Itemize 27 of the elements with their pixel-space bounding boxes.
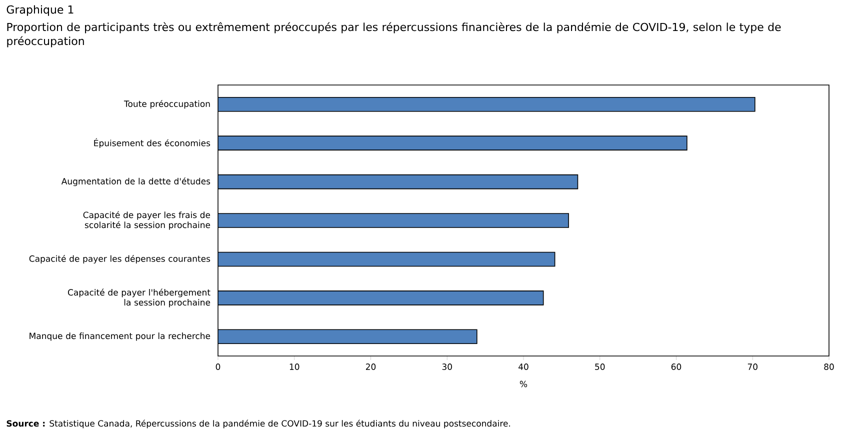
x-tick-label: 20 (366, 364, 376, 370)
y-tick-label: Épuisement des économies (94, 138, 210, 148)
y-tick-label: Capacité de payer l'hébergement la session prochaine (68, 288, 210, 308)
bar (218, 290, 544, 306)
bar (218, 252, 556, 267)
text: Source : Statistique Canada, Répercussions de la pandémie de COVID-19 sur les étudiants du niveau postsecondaire. (6, 420, 510, 428)
x-tick-label: 80 (824, 364, 834, 370)
x-axis-title: % (520, 380, 528, 388)
x-tick-label: 50 (595, 364, 605, 370)
y-tick-label: Manque de financement pour la recherche (30, 332, 210, 341)
y-tick-label: Capacité de payer les frais de scolarité la session prochaine (83, 211, 210, 230)
y-tick-label: Augmentation de la dette d'études (61, 178, 210, 186)
x-tick-label: 10 (290, 364, 300, 370)
x-tick-label: 30 (442, 364, 452, 370)
bar (218, 213, 569, 228)
x-tick-label: 40 (518, 364, 528, 370)
x-tick-label: 0 (216, 364, 220, 370)
x-tick-label: 60 (671, 364, 682, 370)
x-tick-label: 70 (748, 364, 758, 370)
bar (218, 329, 478, 344)
text: Graphique 1 (6, 5, 74, 16)
bar (218, 136, 688, 150)
y-tick-label: Capacité de payer les dépenses courantes (29, 254, 210, 264)
y-tick-label: Toute préoccupation (124, 100, 210, 109)
chart-subtitle: Proportion de participants très ou extrêmement préoccupés par les répercussions financières de la pandémie de COVID-19, selon le type de préoccupation (7, 22, 781, 48)
bar (218, 96, 756, 112)
bar (218, 174, 578, 190)
